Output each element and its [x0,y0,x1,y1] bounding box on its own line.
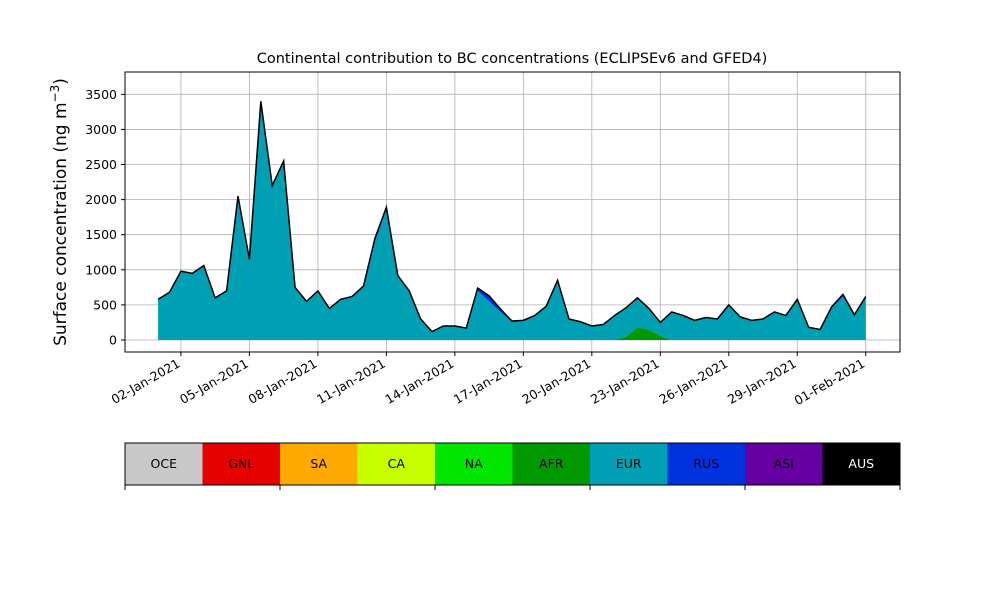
y-tick-label: 1500 [85,227,117,242]
y-tick-label: 3000 [85,122,117,137]
legend-label: EUR [616,456,642,471]
legend-label: NA [465,456,483,471]
legend-label: AFR [539,456,564,471]
x-tick-label: 05-Jan-2021 [177,356,251,407]
legend-label: ASI [774,456,794,471]
y-tick-label: 2500 [85,157,117,172]
y-axis-label-end: ) [51,78,71,85]
y-axis-label-main: Surface concentration (ng m [51,102,71,345]
x-tick-label: 20-Jan-2021 [519,356,593,407]
y-tick-label: 3500 [85,87,117,102]
legend-label: CA [388,456,406,471]
legend-label: SA [310,456,327,471]
x-tick-label: 29-Jan-2021 [725,356,799,407]
x-tick-label: 26-Jan-2021 [656,356,730,407]
chart-title: Continental contribution to BC concentra… [257,51,768,67]
x-tick-label: 11-Jan-2021 [314,356,388,407]
x-tick-label: 23-Jan-2021 [588,356,662,407]
legend-swatch [512,443,590,485]
y-axis-label: Surface concentration (ng m−3) [48,78,71,346]
y-tick-label: 0 [109,332,117,347]
legend-label: GNL [228,456,254,471]
plot-frame [124,71,901,353]
y-tick-label: 500 [93,297,117,312]
legend-swatch [435,443,513,485]
x-tick-label: 17-Jan-2021 [451,356,525,407]
legend-frame [124,442,901,486]
x-tick-label: 02-Jan-2021 [109,356,183,407]
y-axis-label-sup: −3 [48,85,62,103]
legend-label: RUS [693,456,719,471]
legend-swatch [590,443,668,485]
total-outline [157,101,867,333]
legend-swatch [202,443,280,485]
legend-swatch [822,443,900,485]
legend-label: OCE [151,456,178,471]
x-tick-label: 14-Jan-2021 [382,356,456,407]
x-tick-label: 08-Jan-2021 [245,356,319,407]
legend-swatch [280,443,358,485]
y-tick-label: 1000 [85,262,117,277]
legend-swatch [745,443,823,485]
y-tick-label: 2000 [85,192,117,207]
legend-swatch [357,443,435,485]
legend-swatch [125,443,203,485]
area [158,101,866,340]
legend-swatch [667,443,745,485]
legend-label: AUS [848,456,874,471]
x-tick-label: 01-Feb-2021 [791,356,867,408]
